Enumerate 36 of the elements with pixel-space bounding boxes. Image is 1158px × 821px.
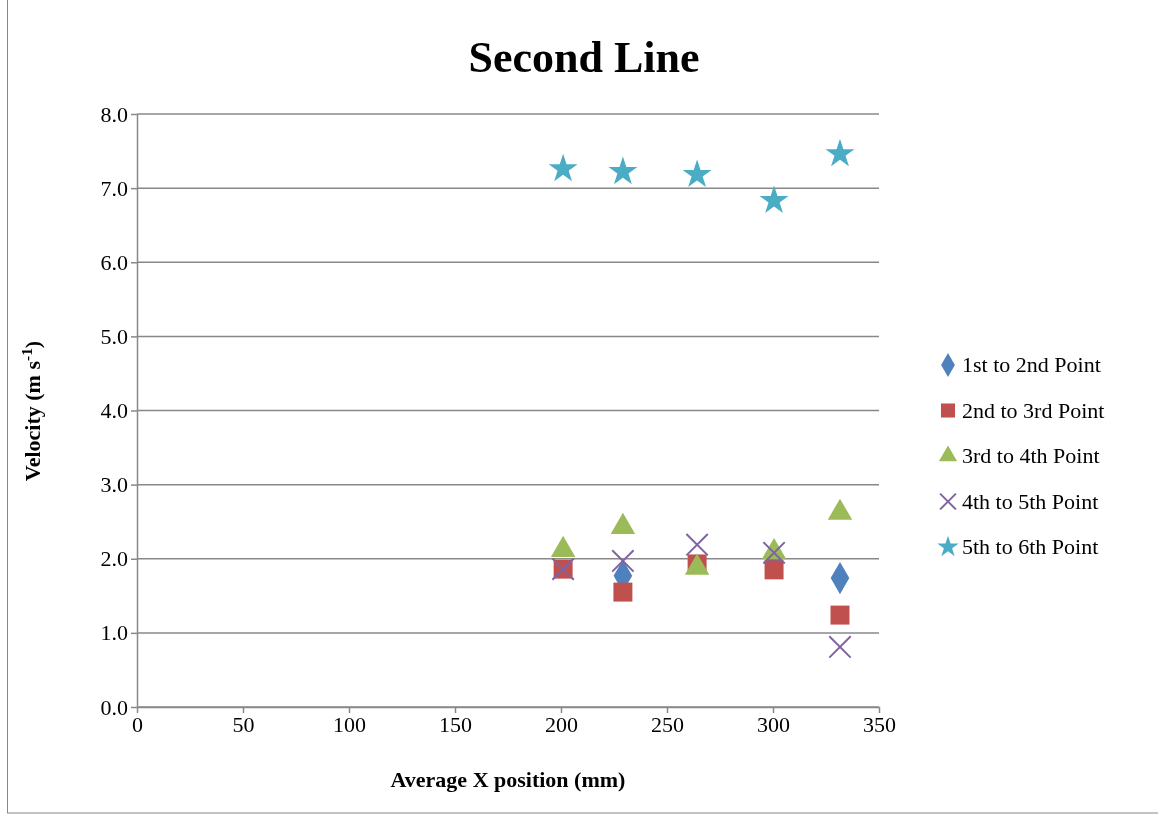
point — [611, 549, 635, 573]
y-tick-label: 0.0 — [100, 694, 128, 720]
point — [825, 138, 855, 167]
point — [685, 532, 709, 557]
chart-title: Second Line — [468, 33, 700, 82]
point — [830, 605, 850, 625]
point — [613, 582, 633, 602]
legend-label: 4th to 5th Point — [962, 488, 1099, 514]
x-tick-label: 0 — [132, 711, 143, 737]
y-tick-label: 1.0 — [100, 620, 128, 646]
y-tick-label: 3.0 — [100, 472, 128, 498]
x-tick-label: 100 — [333, 711, 366, 737]
legend-label: 1st to 2nd Point — [962, 352, 1101, 377]
y-tick-label: 8.0 — [100, 101, 128, 127]
y-tick-label: 5.0 — [100, 323, 128, 349]
legend-label: 5th to 6th Point — [962, 534, 1099, 559]
x-tick-label: 250 — [651, 711, 684, 737]
x-axis-title: Average X position (mm) — [390, 767, 626, 792]
y-tick-label: 7.0 — [100, 175, 128, 201]
y-tick-label: 6.0 — [100, 249, 128, 275]
point — [608, 156, 638, 185]
point — [548, 153, 578, 182]
point — [762, 541, 786, 565]
legend-label: 3rd to 4th Point — [962, 443, 1100, 468]
x-tick-label: 150 — [439, 711, 472, 737]
point — [682, 159, 712, 188]
legend-label: 2nd to 3rd Point — [962, 397, 1105, 423]
x-tick-label: 200 — [545, 711, 578, 737]
point — [764, 560, 784, 580]
y-tick-label: 4.0 — [100, 398, 128, 424]
x-tick-label: 300 — [757, 711, 790, 737]
point — [759, 185, 789, 214]
point — [828, 635, 852, 659]
x-tick-label: 50 — [232, 711, 255, 737]
y-tick-label: 2.0 — [100, 546, 128, 572]
x-tick-label: 350 — [863, 711, 896, 737]
